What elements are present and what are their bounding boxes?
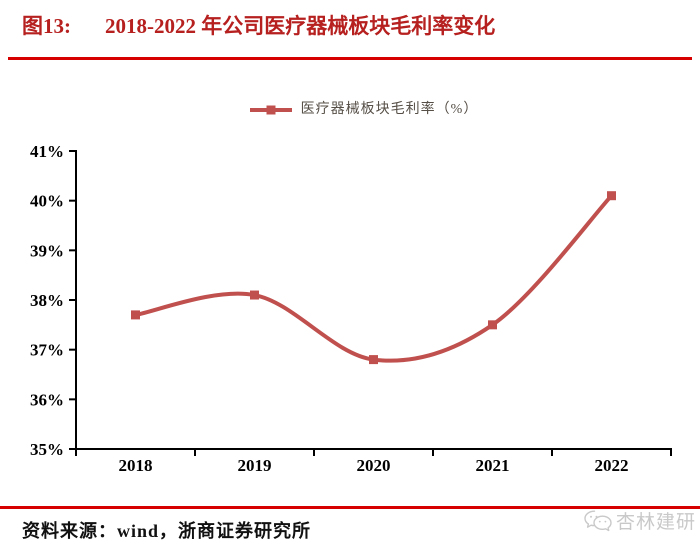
x-tick-label: 2019 [238,456,272,475]
data-point-marker [369,355,378,365]
y-tick-label: 40% [30,192,64,211]
series-line [133,193,614,363]
x-tick-label: 2021 [476,456,510,475]
title-divider-rule [8,57,692,60]
y-tick-label: 36% [30,390,64,409]
y-tick-label: 35% [30,440,64,459]
data-point-marker [131,310,140,320]
y-tick-label: 39% [30,241,64,260]
y-tick-label: 38% [30,291,64,310]
data-point-marker [250,290,259,300]
figure-title: 2018-2022 年公司医疗器械板块毛利率变化 [105,14,496,38]
y-tick-label: 41% [30,142,64,161]
chart-legend: 医疗器械板块毛利率（%） [14,103,700,117]
figure-label: 图13: [22,14,71,38]
legend-label: 医疗器械板块毛利率（%） [300,102,479,117]
x-tick-label: 2022 [595,456,629,475]
legend-line-swatch [249,105,292,115]
figure-title-row: 图13: 2018-2022 年公司医疗器械板块毛利率变化 [22,13,690,40]
data-point-marker [607,191,616,201]
x-tick-label: 2020 [357,456,391,475]
watermark-text: 杏林建研 [615,512,696,533]
footer-divider-rule [0,506,700,509]
watermark: 杏林建研 [583,507,696,534]
x-tick-label: 2018 [119,456,153,475]
legend-square-marker-icon [266,105,276,115]
y-tick-label: 37% [30,341,64,360]
data-point-marker [488,320,497,330]
source-note: 资料来源：wind，浙商证券研究所 [22,521,312,541]
wechat-logo-icon [584,510,612,531]
